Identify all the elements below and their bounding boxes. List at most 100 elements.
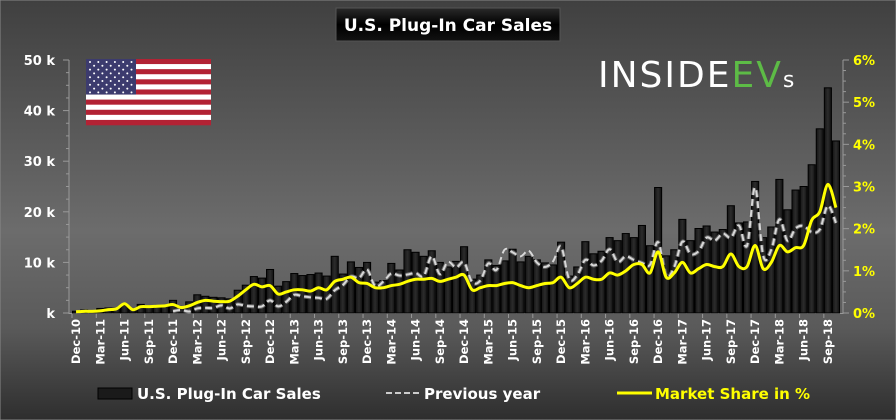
x-tick-label: Sep-14	[433, 319, 447, 364]
sales-bar	[702, 225, 711, 314]
x-tick-label: Jun-12	[215, 319, 229, 361]
flag-stripe	[86, 69, 211, 75]
x-tick-label: Jun-15	[506, 319, 520, 361]
flag-star	[97, 76, 100, 79]
flag-star	[109, 80, 112, 82]
flag-star	[109, 72, 112, 75]
legend-swatch-sales	[97, 387, 133, 400]
flag-star	[122, 76, 125, 79]
sales-bar	[443, 266, 452, 314]
sales-bar	[823, 87, 832, 314]
flag-stripe	[86, 99, 211, 105]
x-tick-label: Sep-12	[239, 319, 253, 364]
sales-bar	[524, 255, 533, 314]
flag-star	[113, 83, 116, 86]
legend-label-market-share: Market Share in %	[655, 385, 810, 403]
flag-stripe	[86, 74, 211, 80]
x-tick-label: Dec-12	[263, 319, 277, 364]
y-left-tick-label: k	[46, 307, 55, 322]
title-box: U.S. Plug-In Car Sales	[335, 7, 561, 42]
x-tick-label: Mar-14	[384, 319, 398, 365]
y-right-tick-label: 5%	[853, 96, 875, 111]
sales-bar	[249, 276, 258, 314]
flag-star	[122, 61, 125, 63]
chart-title: U.S. Plug-In Car Sales	[344, 16, 552, 36]
y-right-tick-label: 0%	[853, 307, 875, 322]
insideevs-logo: INSIDEEVs	[598, 55, 794, 96]
x-tick-label: Mar-18	[772, 319, 786, 365]
y-right-tick-label: 4%	[853, 138, 875, 153]
flag-star	[113, 91, 116, 94]
sales-bar	[201, 295, 210, 314]
x-tick-label: Mar-16	[578, 319, 592, 365]
flag-star	[93, 80, 96, 82]
flag-star	[105, 61, 108, 63]
flag-stripe	[86, 109, 211, 116]
sales-bar	[799, 186, 808, 314]
flag-star	[97, 68, 100, 71]
flag-star	[101, 64, 104, 67]
x-tick-label: Sep-18	[821, 319, 835, 364]
sales-bar	[613, 240, 622, 314]
sales-bar	[306, 274, 315, 314]
flag-star	[126, 80, 129, 82]
sales-bar	[419, 255, 428, 314]
flag-star	[101, 87, 104, 90]
flag-star	[109, 64, 112, 67]
flag-star	[130, 76, 133, 79]
sales-bar	[718, 229, 727, 314]
sales-bar	[411, 251, 420, 314]
market-share-line	[75, 182, 838, 314]
flag-star	[93, 87, 96, 90]
previous-year-line	[172, 186, 837, 313]
flag-stripe	[86, 104, 211, 111]
sales-bar	[354, 266, 364, 314]
y-right-tick-label: 6%	[853, 54, 875, 69]
sales-bar	[686, 240, 695, 314]
y-right-tick-label: 2%	[853, 223, 875, 238]
x-tick-label: Dec-15	[554, 319, 568, 364]
sales-bar	[371, 281, 380, 314]
sales-bar	[508, 248, 517, 314]
y-left-tick-label: 10 k	[24, 256, 56, 271]
sales-bar	[492, 264, 501, 314]
flag-star	[122, 68, 125, 71]
flag-star	[130, 83, 133, 86]
flag-star	[105, 76, 108, 79]
sales-bar	[645, 245, 655, 314]
sales-bar	[540, 262, 549, 314]
sales-bar	[548, 264, 558, 314]
sales-bar	[241, 284, 250, 314]
legend-label-sales: U.S. Plug-In Car Sales	[137, 385, 321, 403]
flag-stripe	[86, 59, 211, 65]
x-tick-label: Dec-11	[166, 319, 180, 364]
sales-bar	[387, 262, 396, 314]
flag-star	[105, 68, 108, 71]
flag-star	[105, 83, 108, 86]
flag-star	[122, 91, 125, 94]
flag-star	[89, 83, 91, 86]
y-left-tick-label: 50 k	[24, 54, 56, 69]
sales-bar	[395, 269, 404, 314]
x-tick-label: Sep-15	[530, 319, 544, 364]
sales-bar	[346, 261, 355, 314]
flag-star	[130, 91, 133, 94]
sales-bar	[831, 140, 840, 314]
x-tick-label: Sep-17	[724, 319, 738, 364]
sales-bar	[565, 275, 574, 314]
flag-star	[93, 72, 96, 75]
sales-bar	[120, 304, 129, 314]
flag-star	[126, 87, 129, 90]
flag-star	[89, 68, 91, 71]
x-tick-label: Mar-11	[93, 319, 107, 365]
flag-star	[93, 64, 96, 67]
x-tick-label: Jun-14	[409, 319, 423, 361]
axes: k 10 k 20 k 30 k 40 k 50 k 0% 1% 2% 3% 4% 5% 6% Dec-1…	[24, 54, 875, 365]
flag-star	[89, 61, 91, 63]
x-tick-label: Sep-16	[627, 319, 641, 364]
flag-star	[97, 91, 100, 94]
sales-bar	[589, 253, 598, 314]
sales-bar	[476, 274, 485, 314]
